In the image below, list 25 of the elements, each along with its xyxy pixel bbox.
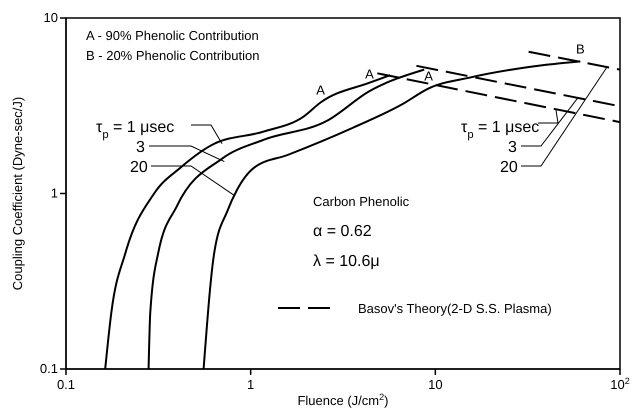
x-tick-label: 0.1 (56, 377, 76, 392)
annotation: A (424, 68, 434, 84)
annotation: 20 (500, 159, 518, 176)
y-tick-label: 1 (50, 186, 58, 200)
annotation: τ$_{p}$ = 1 μsec (96, 119, 174, 141)
x-axis-title: Fluence (J/cm$^{2}$) (297, 392, 389, 408)
annotation: λ = 10.6μ (313, 253, 380, 270)
annotation: 20 (130, 159, 148, 176)
y-tick-label: 0.1 (40, 361, 58, 376)
y-tick-label: 10 (44, 10, 58, 25)
legend-label: Basov's Theory(2-D S.S. Plasma) (358, 301, 552, 316)
x-tick-label: 10 (428, 377, 443, 392)
annotation: Carbon Phenolic (313, 194, 410, 209)
annotation: B (576, 41, 585, 56)
y-axis-title: Coupling Coefficient (Dyne-sec/J) (10, 96, 25, 290)
x-tick-label: 1 (247, 377, 254, 392)
annotation: A (316, 82, 326, 98)
annotation: A - 90% Phenolic Contribution (86, 28, 259, 43)
annotation: 3 (136, 139, 145, 156)
annotation: B - 20% Phenolic Contribution (86, 48, 260, 63)
x-tick-label: 10$^{2}$ (610, 376, 630, 392)
annotation: 3 (508, 139, 517, 156)
annotation: A (365, 66, 374, 82)
annotation: α = 0.62 (313, 223, 372, 240)
annotation: τ$_{p}$ = 1 μsec (461, 119, 540, 141)
